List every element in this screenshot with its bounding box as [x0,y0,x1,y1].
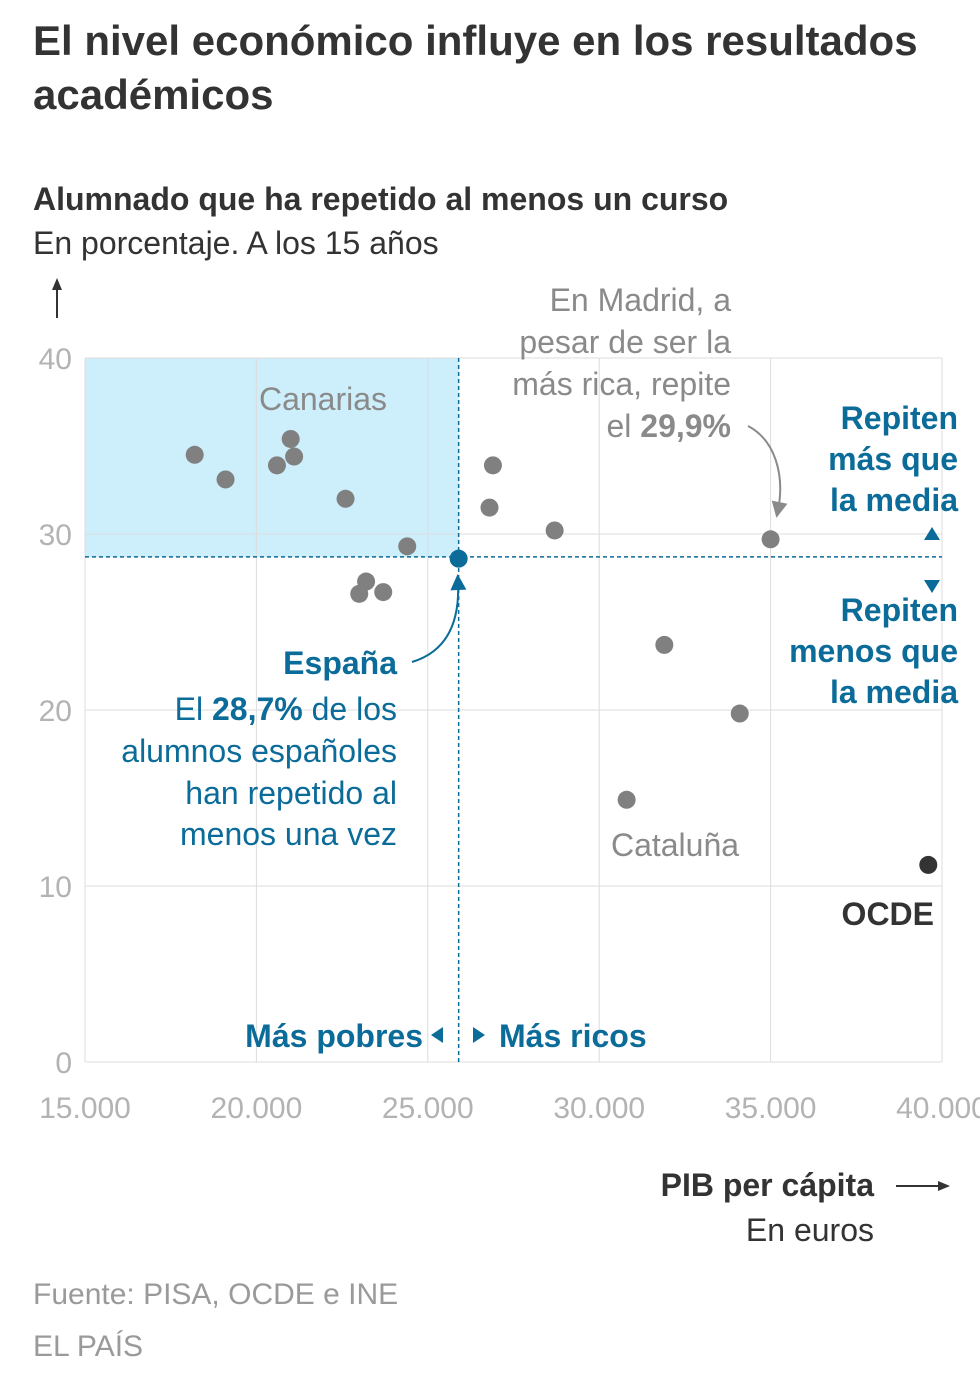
espana-prefix: El [175,691,212,727]
espana-suffix: de los [303,691,397,727]
data-point [730,704,749,723]
data-point [655,635,674,654]
espana-arrow [411,574,467,663]
madrid-prefix: el [606,408,640,444]
y-tick-label: 0 [55,1047,72,1080]
below-mean-line-2: menos que [789,633,958,669]
label-cataluna: Cataluña [611,827,739,863]
espana-line-3: han repetido al [185,775,397,811]
y-axis-arrow-icon [52,278,62,318]
x-tick-label: 40.000 [896,1092,980,1125]
data-point [483,456,502,475]
y-tick-label: 10 [39,871,72,904]
annotation-madrid: En Madrid, a pesar de ser la más rica, r… [512,282,731,444]
below-mean-line-1: Repiten [841,592,958,628]
chart-title: El nivel económico influye en los result… [33,17,918,118]
x-tick-label: 35.000 [725,1092,817,1125]
source-note: Fuente: PISA, OCDE e INE [33,1278,399,1311]
data-point-espana [449,549,468,568]
data-point [480,498,499,517]
brand-credit: EL PAÍS [33,1330,144,1363]
left-triangle-icon [431,1027,443,1043]
x-axis-title: PIB per cápita [660,1167,874,1203]
madrid-arrow [747,425,788,518]
above-mean-line-1: Repiten [841,400,958,436]
data-point [267,456,286,475]
data-point [357,572,376,591]
madrid-line-1: En Madrid, a [550,282,732,318]
y-axis-unit: En porcentaje. A los 15 años [33,225,439,261]
above-mean-triangle-icon [924,527,940,540]
chart-subtitle: Alumnado que ha repetido al menos un cur… [33,181,729,217]
label-below-mean: Repiten menos que la media [789,592,958,710]
above-mean-line-2: más que [828,441,958,477]
madrid-value: 29,9% [640,408,731,444]
espana-line-2: alumnos españoles [121,733,397,769]
data-point [761,530,780,549]
data-point [617,790,636,809]
label-above-mean: Repiten más que la media [828,400,958,518]
madrid-line-4: el 29,9% [606,408,731,444]
madrid-line-2: pesar de ser la [519,324,731,360]
data-point [185,445,204,464]
espana-line-1: El 28,7% de los [175,691,397,727]
x-tick-label: 20.000 [211,1092,303,1125]
label-espana: España [283,645,397,681]
data-point [398,537,417,556]
x-axis-arrow-icon [896,1181,950,1191]
label-poorer: Más pobres [245,1018,423,1054]
x-tick-label: 15.000 [39,1092,131,1125]
x-tick-label: 30.000 [553,1092,645,1125]
x-tick-label: 25.000 [382,1092,474,1125]
data-point [545,521,564,540]
below-mean-line-3: la media [830,674,958,710]
x-axis-unit: En euros [745,1212,874,1248]
y-tick-label: 20 [39,695,72,728]
data-point [216,470,235,489]
above-mean-line-3: la media [830,482,958,518]
below-mean-triangle-icon [924,580,940,593]
highlight-region [85,358,459,557]
label-canarias: Canarias [259,381,387,417]
label-richer: Más ricos [499,1018,647,1054]
data-point [374,583,393,602]
data-point-ocde [919,855,938,874]
label-ocde: OCDE [842,896,934,932]
madrid-line-3: más rica, repite [512,366,731,402]
data-point [281,429,300,448]
annotation-espana: El 28,7% de los alumnos españoles han re… [121,691,397,852]
espana-value: 28,7% [212,691,303,727]
y-tick-label: 40 [39,343,72,376]
y-tick-label: 30 [39,519,72,552]
espana-line-4: menos una vez [180,816,397,852]
data-point [336,489,355,508]
data-point [285,447,304,466]
right-triangle-icon [473,1027,485,1043]
